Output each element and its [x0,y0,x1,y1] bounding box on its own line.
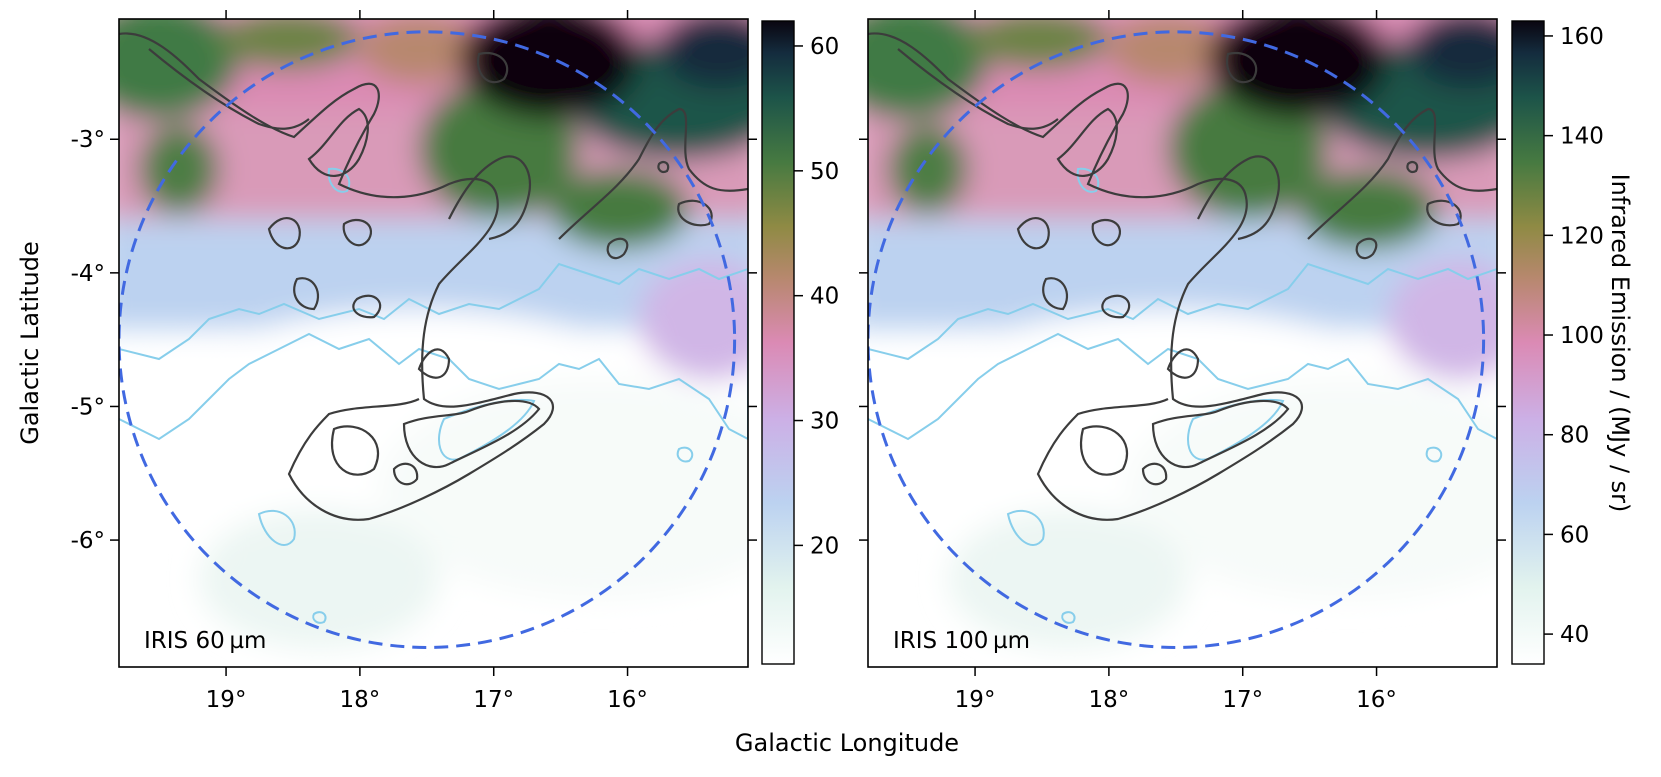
panel-iris-100: 19° 18° 17° 16° IRIS 100 µm [859,0,1506,713]
panel-label-100: IRIS 100 µm [893,628,1030,654]
x-tick-label-60: 17° [473,687,514,713]
y-tick-label-60: -6° [71,528,105,554]
axis-ticks-100: 19° 18° 17° 16° [859,10,1506,713]
colorbar-tick-label-100: 40 [1560,622,1589,648]
selection-circle-60 [119,30,737,649]
colorbar-tick-label-100: 140 [1560,124,1604,150]
colorbar-label: Infrared Emission / (MJy / sr) [1606,174,1634,513]
colorbar-tick-label-100: 80 [1560,423,1589,449]
x-tick-label-100: 17° [1222,687,1263,713]
y-axis-label: Galactic Latitude [16,241,44,445]
x-tick-label-100: 19° [955,687,996,713]
colorbar-ticks-60: 20 30 40 50 60 [794,34,839,559]
panel-iris-60: 19° 18° 17° 16° -3° -4° -5° -6° IRIS 60 µm [71,0,757,713]
colorbar-tick-label-60: 50 [810,159,839,185]
x-tick-label-100: 16° [1356,687,1397,713]
colorbar-tick-label-60: 60 [810,34,839,60]
plot-frame-100 [867,18,1498,668]
x-tick-label-100: 18° [1089,687,1130,713]
selection-circle-100 [868,30,1486,649]
heatmap-image-100 [868,0,1497,667]
y-tick-label-60: -4° [71,261,105,287]
colorbar-60: 20 30 40 50 60 [761,20,839,665]
axis-ticks-60: 19° 18° 17° 16° -3° -4° -5° -6° [71,10,757,713]
colorbar-tick-label-100: 120 [1560,223,1604,249]
colorbar-tick-label-60: 30 [810,409,839,435]
panel-label-60: IRIS 60 µm [144,628,266,654]
colorbar-ticks-100: 40 60 80 100 120 140 160 [1544,24,1604,648]
colorbar-100: 40 60 80 100 120 140 160 [1511,20,1604,665]
y-tick-label-60: -3° [71,127,105,153]
colorbar-tick-label-100: 160 [1560,24,1604,50]
plot-frame-60 [118,18,749,668]
x-tick-label-60: 19° [206,687,247,713]
colorbar-tick-label-100: 100 [1560,323,1604,349]
colorbar-tick-label-60: 40 [810,284,839,310]
x-axis-label: Galactic Longitude [735,729,959,757]
x-tick-label-60: 16° [607,687,648,713]
y-tick-label-60: -5° [71,394,105,420]
heatmap-image-60 [119,0,748,667]
colorbar-tick-label-60: 20 [810,533,839,559]
colorbar-tick-label-100: 60 [1560,522,1589,548]
x-tick-label-60: 18° [340,687,381,713]
